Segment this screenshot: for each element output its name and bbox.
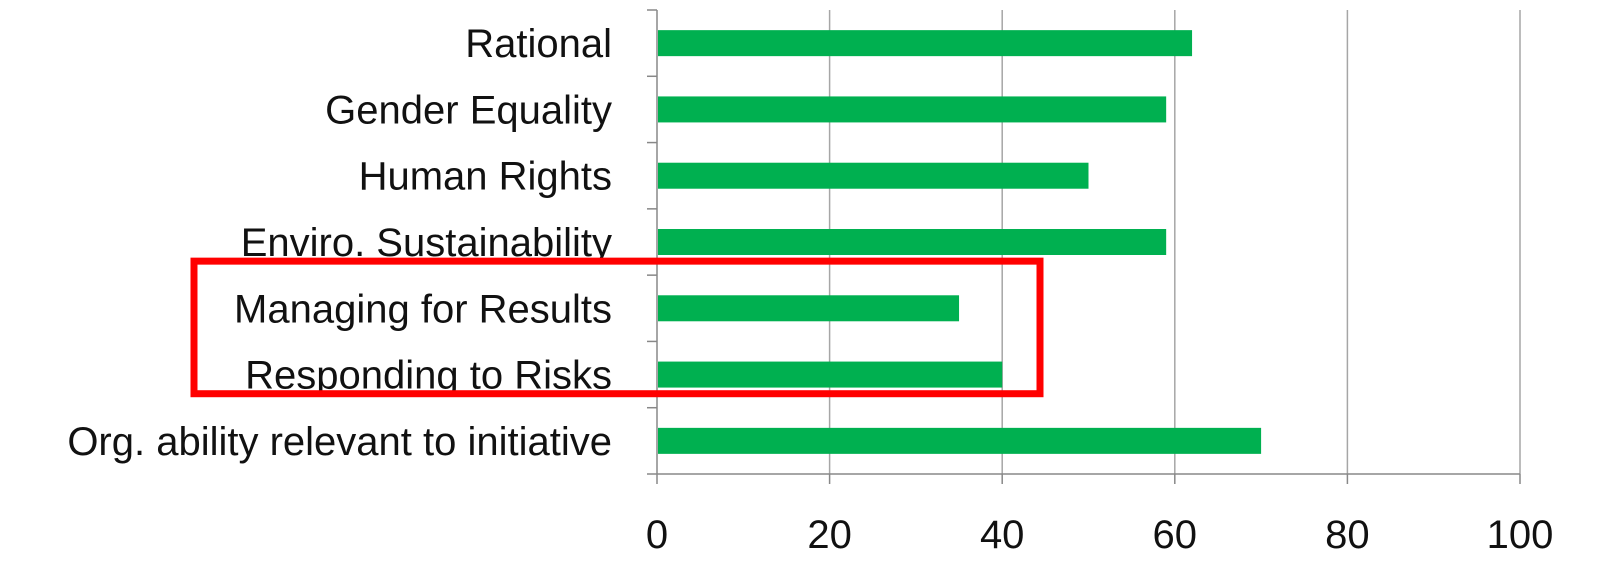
category-label: Gender Equality	[325, 88, 612, 132]
bar-gender-equality	[658, 96, 1167, 123]
x-tick-label: 0	[646, 513, 668, 557]
bar-org-ability-relevant-to-initiative	[658, 427, 1262, 454]
bars	[658, 30, 1262, 454]
bar-rational	[658, 30, 1193, 57]
x-tick-labels: 0 20 40 60 80 100	[646, 513, 1554, 557]
x-tick-label: 40	[980, 513, 1025, 557]
bar-responding-to-risks	[658, 361, 1003, 388]
bar-managing-for-results	[658, 295, 960, 322]
bar-enviro-sustainability	[658, 229, 1167, 255]
category-label: Human Rights	[359, 155, 612, 199]
x-tick-label: 80	[1325, 513, 1370, 557]
x-tick-label: 100	[1487, 513, 1554, 557]
x-tick-label: 60	[1153, 513, 1198, 557]
category-label: Rational	[465, 22, 612, 66]
bar-human-rights	[658, 162, 1089, 189]
category-label: Org. ability relevant to initiative	[67, 420, 612, 464]
category-label: Managing for Results	[234, 287, 612, 331]
highlight-box-group	[190, 257, 1044, 398]
x-tick-label: 20	[807, 513, 852, 557]
highlight-box	[190, 257, 1044, 398]
